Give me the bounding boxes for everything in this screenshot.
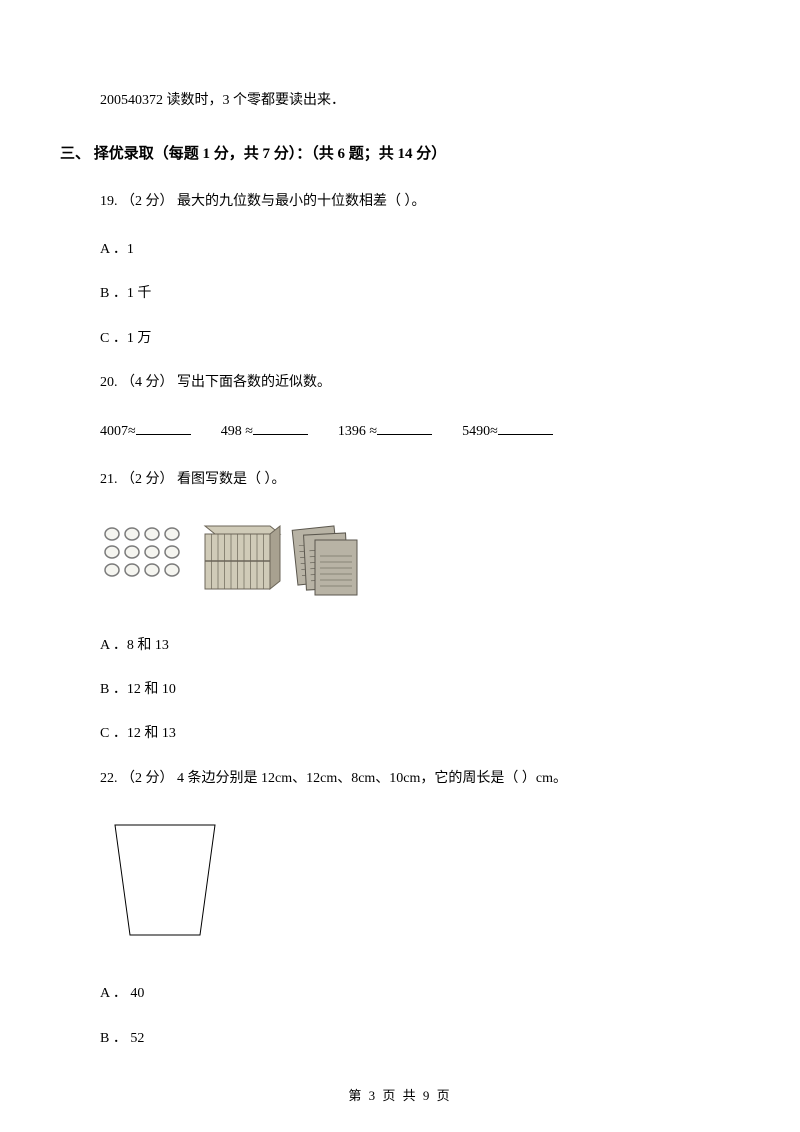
q20-item-3-label: 1396 ≈ (338, 421, 377, 443)
q20-blank-1 (136, 419, 191, 435)
q20-item-1: 4007≈ (100, 419, 191, 443)
q19-option-b: B ．1 千 (100, 283, 700, 305)
prior-content-line: 200540372 读数时，3 个零都要读出来． (100, 90, 700, 112)
question-21-stem: 21. （2 分） 看图写数是（ ）。 (100, 469, 700, 491)
q20-fill-row: 4007≈ 498 ≈ 1396 ≈ 5490≈ (100, 419, 700, 443)
q21-illustration-icon (100, 516, 360, 601)
q20-item-1-label: 4007≈ (100, 421, 136, 443)
section-heading: 三、 择优录取（每题 1 分，共 7 分）：（共 6 题；共 14 分） (60, 142, 700, 166)
q22-option-b: B ． 52 (100, 1028, 700, 1050)
q22-figure (100, 815, 700, 953)
q20-item-4-label: 5490≈ (462, 421, 498, 443)
q20-blank-2 (253, 419, 308, 435)
q20-blank-4 (498, 419, 553, 435)
q20-item-2: 498 ≈ (221, 419, 308, 443)
question-19-stem: 19. （2 分） 最大的九位数与最小的十位数相差（ ）。 (100, 191, 700, 213)
question-20-stem: 20. （4 分） 写出下面各数的近似数。 (100, 372, 700, 394)
q21-option-c: C ．12 和 13 (100, 723, 700, 745)
q20-item-4: 5490≈ (462, 419, 553, 443)
q19-option-c: C ．1 万 (100, 328, 700, 350)
q20-item-2-label: 498 ≈ (221, 421, 253, 443)
trapezoid-icon (100, 815, 240, 945)
q21-option-b: B ．12 和 10 (100, 679, 700, 701)
q20-blank-3 (377, 419, 432, 435)
question-22-stem: 22. （2 分） 4 条边分别是 12cm、12cm、8cm、10cm，它的周… (100, 768, 700, 790)
q20-item-3: 1396 ≈ (338, 419, 432, 443)
q22-option-a: A ． 40 (100, 983, 700, 1005)
q19-option-a: A ．1 (100, 239, 700, 261)
page-footer: 第 3 页 共 9 页 (0, 1086, 800, 1107)
q21-figure (100, 516, 700, 609)
q21-option-a: A ．8 和 13 (100, 635, 700, 657)
